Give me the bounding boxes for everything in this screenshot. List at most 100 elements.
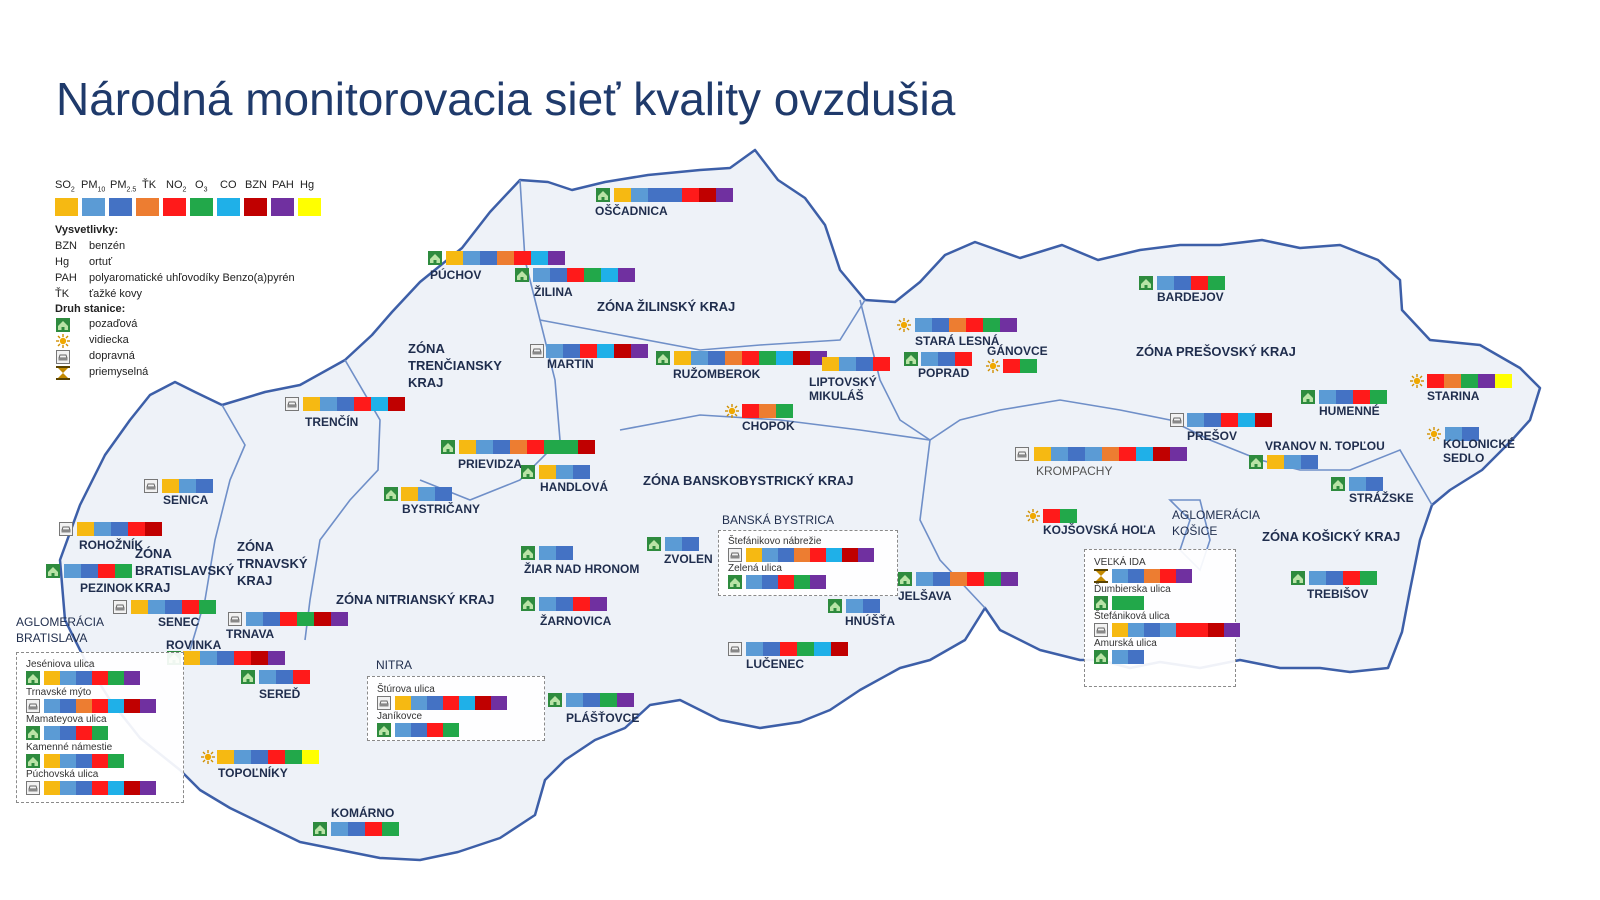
pollutant-swatch-so2 [395,696,411,710]
station-group-item-label: VEĽKÁ IDA [1094,557,1146,568]
pollutant-swatch-so2 [746,548,762,562]
pollutant-swatch-so2 [77,522,94,536]
legend-swatch-pah [271,198,294,216]
pollutant-swatch-pm25 [60,726,76,740]
traffic-station-icon [113,600,127,614]
station-label: STARINA [1427,389,1480,403]
pollutant-swatch-so2 [1267,455,1284,469]
legend-abbr: PAH [55,272,77,284]
pollutant-bar [1349,477,1383,491]
legend-label-bzn: BZN [245,179,267,191]
pollutant-swatch-pm10 [1112,650,1128,664]
pollutant-swatch-no2 [778,575,794,589]
pollutant-swatch-no2 [966,318,983,332]
station-label: ZVOLEN [664,552,713,566]
pollutant-swatch-pm25 [1462,427,1479,441]
pollutant-swatch-pm10 [200,651,217,665]
station-label: VRANOV N. TOPĽOU [1265,439,1385,453]
background-station-icon [521,465,535,479]
pollutant-swatch-pm25 [1336,390,1353,404]
pollutant-swatch-pm10 [1157,276,1174,290]
pollutant-swatch-so2 [44,753,60,768]
station-group-item-label: Mamateyova ulica [26,714,107,725]
zone-label: ZÓNA NITRIANSKÝ KRAJ [336,592,495,607]
pollutant-swatch-no2 [234,651,251,665]
pollutant-bar [44,726,108,740]
legend-swatch-so2 [55,198,78,216]
legend-explanation-row: Hg ortuť [55,256,112,268]
pollutant-swatch-no2 [280,612,297,626]
pollutant-swatch-pm10 [1284,455,1301,469]
pollutant-swatch-pm10 [665,537,682,551]
pollutant-swatch-no2 [98,564,115,578]
pollutant-swatch-pah [590,597,607,611]
pollutant-swatch-pm25 [573,465,590,479]
pollutant-swatch-pm10 [631,188,648,202]
background-station-icon [1249,455,1263,469]
pollutant-swatch-no2 [810,548,826,562]
pollutant-swatch-o3 [108,753,124,768]
pollutant-swatch-pm10 [418,487,435,501]
pollutant-swatch-bzn [831,642,848,656]
station-label: BYSTRIČANY [402,502,481,516]
traffic-station-icon [56,350,70,364]
pollutant-swatch-o3 [382,822,399,836]
background-station-icon [548,693,562,707]
pollutant-bar [259,670,310,684]
background-station-icon [521,597,535,611]
pollutant-swatch-bzn [1208,623,1224,637]
pollutant-swatch-pah [858,548,874,562]
pollutant-swatch-pm10 [395,723,411,737]
pollutant-swatch-pm25 [1204,413,1221,427]
background-station-icon [1139,276,1153,290]
pollutant-swatch-pm25 [1174,276,1191,290]
legend-meaning: ortuť [89,256,113,268]
legend-station-type-label: pozaďová [89,318,138,330]
pollutant-bar [746,548,874,562]
pollutant-swatch-co [597,344,614,358]
station-label: TRNAVA [226,627,275,641]
station-label: PREŠOV [1187,429,1238,443]
pollutant-swatch-pm25 [81,564,98,578]
pollutant-bar [1112,596,1144,610]
pollutant-bar [303,397,405,411]
rural-station-icon [725,404,739,418]
pollutant-swatch-pah [1000,318,1017,332]
legend-label-so2: SO2 [55,179,75,194]
station-label: HUMENNÉ [1319,404,1380,418]
pollutant-swatch-no2 [1353,390,1370,404]
station-label: PÚCHOV [430,268,482,282]
pollutant-swatch-pm10 [64,564,81,578]
pollutant-bar [533,268,635,282]
traffic-station-icon [285,397,299,411]
agglomeration-label: AGLOMERÁCIA BRATISLAVA [16,615,104,645]
pollutant-bar [1112,650,1144,664]
pollutant-swatch-pm10 [746,575,762,589]
pollutant-swatch-pm25 [1144,623,1160,637]
station-label: ŽILINA [534,285,573,299]
legend-label-hg: Hg [300,179,315,191]
pollutant-swatch-co [108,781,124,795]
pollutant-swatch-pm25 [60,698,76,713]
pollutant-swatch-so2 [674,351,691,365]
pollutant-swatch-o3 [561,440,578,454]
legend-label-pm10: PM10 [81,179,106,194]
pollutant-swatch-no2 [873,357,890,371]
pollutant-swatch-o3 [983,318,1000,332]
pollutant-bar [674,351,827,365]
pollutant-swatch-so2 [822,357,839,371]
pollutant-swatch-so2 [459,440,476,454]
legend-station-type-label: priemyselná [89,366,149,378]
pollutant-swatch-pm25 [933,572,950,586]
station-label: POPRAD [918,366,970,380]
pollutant-swatch-pm25 [76,671,92,685]
pollutant-swatch-pm25 [263,612,280,626]
station-label: KOLONICKÉ SEDLO [1443,437,1515,465]
pollutant-swatch-pah [124,671,140,685]
pollutant-swatch-pah [1001,572,1018,586]
background-station-icon [828,599,842,613]
station-group-item-label: Trnavské mýto [26,686,92,698]
background-station-icon [521,546,535,560]
pollutant-swatch-pm10 [411,696,427,710]
pollutant-bar [546,344,648,358]
